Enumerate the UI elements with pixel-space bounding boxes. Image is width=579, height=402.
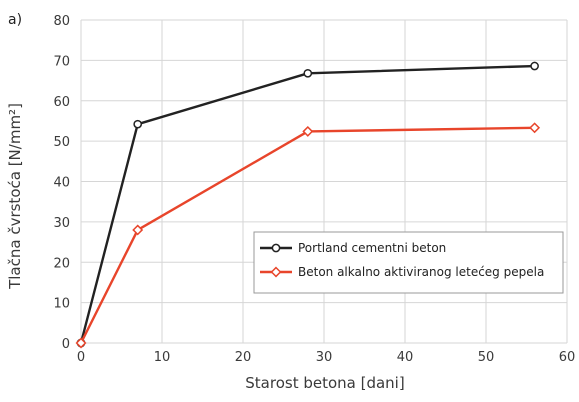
y-tick-label: 30 — [53, 216, 70, 231]
y-axis-title: Tlačna čvrstoća [N/mm²] — [6, 103, 24, 290]
y-tick-label: 40 — [53, 176, 70, 191]
x-tick-label: 50 — [478, 350, 495, 365]
x-tick-label: 60 — [559, 350, 576, 365]
x-tick-labels: 0 10 20 30 40 50 60 — [77, 350, 575, 365]
circle-marker — [303, 68, 313, 78]
diamond-marker — [75, 337, 87, 349]
y-tick-label: 10 — [53, 297, 70, 312]
x-tick-label: 0 — [77, 350, 85, 365]
series-line — [79, 126, 535, 344]
y-tick-label: 50 — [53, 135, 70, 150]
legend-label: Beton alkalno aktiviranog letećeg pepela — [298, 265, 544, 279]
legend: Portland cementni beton Beton alkalno akt… — [253, 231, 564, 294]
diamond-marker — [529, 122, 541, 134]
x-tick-label: 20 — [235, 350, 252, 365]
y-tick-labels: 0 10 20 30 40 50 60 70 80 — [53, 14, 70, 352]
y-tick-label: 20 — [53, 256, 70, 271]
diamond-marker — [270, 266, 282, 278]
legend-item: Beton alkalno aktiviranog letećeg pepela — [260, 265, 544, 279]
diamond-marker — [302, 125, 314, 137]
y-tick-label: 0 — [62, 337, 70, 352]
x-tick-label: 40 — [397, 350, 414, 365]
y-tick-label: 70 — [53, 54, 70, 69]
series-line — [79, 64, 535, 344]
circle-marker — [530, 61, 539, 71]
y-tick-label: 60 — [53, 95, 70, 110]
series-2 — [75, 122, 541, 349]
diamond-marker — [132, 224, 144, 236]
legend-item: Portland cementni beton — [260, 241, 446, 255]
panel-label: a) — [8, 12, 22, 28]
series-1 — [76, 61, 539, 348]
series-layer — [75, 61, 541, 349]
x-tick-label: 10 — [154, 350, 171, 365]
x-tick-label: 30 — [316, 350, 333, 365]
y-tick-label: 80 — [53, 14, 70, 29]
circle-marker — [271, 243, 281, 253]
legend-label: Portland cementni beton — [298, 241, 446, 255]
circle-marker — [133, 119, 143, 129]
x-axis-title: Starost betona [dani] — [245, 374, 404, 392]
legend-box — [253, 231, 564, 294]
